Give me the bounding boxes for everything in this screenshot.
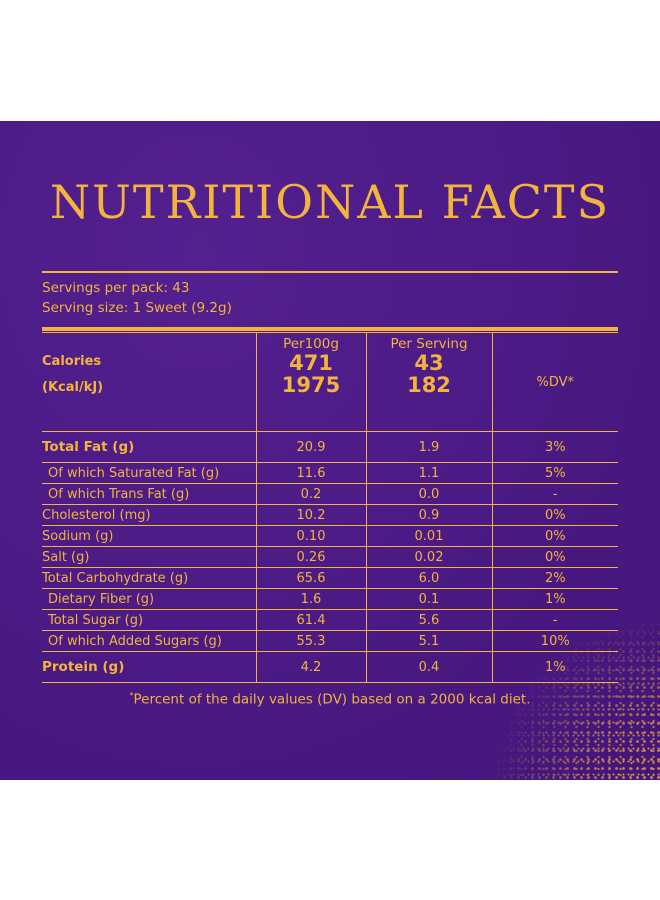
table-row: Dietary Fiber (g) 1.6 0.1 1% [42, 588, 618, 610]
per100g-kj: 1975 [281, 373, 341, 397]
row-per100g: 1.6 [255, 588, 367, 610]
row-label: Of which Saturated Fat (g) [42, 462, 257, 484]
footnote-text: Percent of the daily values (DV) based o… [133, 691, 531, 708]
servings-per-pack: Servings per pack: 43 [42, 280, 190, 296]
row-serving: 0.02 [365, 546, 493, 568]
row-dv: 5% [491, 462, 618, 484]
row-serving: 1.9 [365, 431, 493, 463]
row-dv: 0% [491, 504, 618, 526]
row-label: Total Fat (g) [42, 431, 257, 463]
row-serving: 5.1 [365, 630, 493, 652]
row-serving: 0.4 [365, 651, 493, 683]
serving-info: Servings per pack: 43 Serving size: 1 Sw… [42, 278, 232, 318]
table-row: Sodium (g) 0.10 0.01 0% [42, 525, 618, 547]
row-serving: 0.01 [365, 525, 493, 547]
per100g-kcal: 471 [289, 351, 333, 375]
per-serving-header: Per Serving 43 182 [365, 332, 493, 432]
row-label: Sodium (g) [42, 525, 257, 547]
row-serving: 0.1 [365, 588, 493, 610]
row-per100g: 20.9 [255, 431, 367, 463]
table-row: Protein (g) 4.2 0.4 1% [42, 651, 618, 683]
table-row: Total Carbohydrate (g) 65.6 6.0 2% [42, 567, 618, 589]
row-serving: 0.0 [365, 483, 493, 505]
row-serving: 5.6 [365, 609, 493, 631]
page-title: NUTRITIONAL FACTS [49, 175, 611, 229]
table-row: Of which Trans Fat (g) 0.2 0.0 - [42, 483, 618, 505]
row-dv: 2% [491, 567, 618, 589]
table-row: Salt (g) 0.26 0.02 0% [42, 546, 618, 568]
row-dv: 1% [491, 651, 618, 683]
per100g-header: Per100g 471 1975 [255, 332, 367, 432]
calories-label: Calories (Kcal/kJ) [42, 332, 257, 432]
row-serving: 0.9 [365, 504, 493, 526]
row-per100g: 11.6 [255, 462, 367, 484]
row-dv: 1% [491, 588, 618, 610]
row-label: Total Sugar (g) [42, 609, 257, 631]
table-row: Of which Saturated Fat (g) 11.6 1.1 5% [42, 462, 618, 484]
serving-size: Serving size: 1 Sweet (9.2g) [42, 300, 232, 316]
row-per100g: 0.2 [255, 483, 367, 505]
row-per100g: 65.6 [255, 567, 367, 589]
footnote-mark: * [129, 691, 134, 700]
row-per100g: 61.4 [255, 609, 367, 631]
row-label: Of which Trans Fat (g) [42, 483, 257, 505]
row-label: Salt (g) [42, 546, 257, 568]
row-label: Cholesterol (mg) [42, 504, 257, 526]
thick-divider [42, 327, 618, 331]
row-per100g: 55.3 [255, 630, 367, 652]
row-per100g: 4.2 [255, 651, 367, 683]
row-dv: 0% [491, 525, 618, 547]
row-dv: - [491, 609, 618, 631]
row-dv: 0% [491, 546, 618, 568]
dv-header: %DV* [491, 332, 618, 432]
row-label: Protein (g) [42, 651, 257, 683]
row-per100g: 10.2 [255, 504, 367, 526]
row-label: Total Carbohydrate (g) [42, 567, 257, 589]
row-dv: 3% [491, 431, 618, 463]
row-label: Of which Added Sugars (g) [42, 630, 257, 652]
divider [42, 271, 618, 273]
row-serving: 1.1 [365, 462, 493, 484]
table-row: Total Sugar (g) 61.4 5.6 - [42, 609, 618, 631]
nutrition-panel: NUTRITIONAL FACTS Servings per pack: 43 … [0, 121, 660, 780]
calories-label-line2: (Kcal/kJ) [42, 380, 104, 395]
table-row: Of which Added Sugars (g) 55.3 5.1 10% [42, 630, 618, 652]
calories-row: Calories (Kcal/kJ) Per100g 471 1975 Per … [42, 332, 618, 432]
calories-label-line1: Calories [42, 354, 102, 369]
row-per100g: 0.26 [255, 546, 367, 568]
serving-kcal: 43 [414, 351, 444, 375]
table-row: Cholesterol (mg) 10.2 0.9 0% [42, 504, 618, 526]
serving-kj: 182 [407, 373, 451, 397]
row-label: Dietary Fiber (g) [42, 588, 257, 610]
row-dv: 10% [491, 630, 618, 652]
row-dv: - [491, 483, 618, 505]
table-row: Total Fat (g) 20.9 1.9 3% [42, 431, 618, 463]
row-serving: 6.0 [365, 567, 493, 589]
footnote: *Percent of the daily values (DV) based … [0, 691, 660, 708]
row-per100g: 0.10 [255, 525, 367, 547]
per100g-label: Per100g [283, 336, 339, 352]
nutrition-table: Calories (Kcal/kJ) Per100g 471 1975 Per … [42, 332, 618, 683]
per-serving-label: Per Serving [390, 336, 468, 352]
